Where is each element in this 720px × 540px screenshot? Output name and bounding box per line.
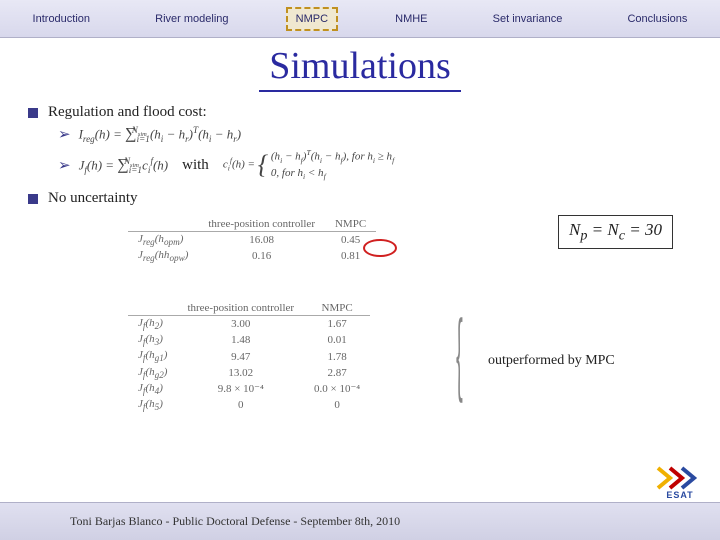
tables-area: three-position controller NMPC Jreg(hopm… bbox=[28, 211, 692, 471]
table-row: Jreg(hopm) 16.08 0.45 bbox=[128, 232, 376, 249]
np-nc-box: Np = Nc = 30 bbox=[558, 215, 673, 249]
col-header: NMPC bbox=[325, 217, 376, 232]
table-jreg: three-position controller NMPC Jreg(hopm… bbox=[128, 217, 376, 264]
cell: 9.8 × 10⁻⁴ bbox=[177, 381, 304, 397]
page-title: Simulations bbox=[259, 44, 461, 92]
bullet-square-icon bbox=[28, 194, 38, 204]
cell: 16.08 bbox=[198, 232, 325, 249]
cell: 0.16 bbox=[198, 248, 325, 264]
cell: 9.47 bbox=[177, 348, 304, 364]
footer-text: Toni Barjas Blanco - Public Doctoral Def… bbox=[70, 514, 400, 529]
logo-chevrons-icon bbox=[656, 466, 704, 490]
cell: 0 bbox=[304, 397, 370, 413]
col-header: NMPC bbox=[304, 301, 370, 316]
bullet-2-text: No uncertainty bbox=[48, 190, 138, 207]
bullet-1: Regulation and flood cost: bbox=[28, 104, 692, 121]
bullet-square-icon bbox=[28, 108, 38, 118]
content: Regulation and flood cost: ➢ Ireg(h) = ∑… bbox=[0, 94, 720, 471]
formula-1-row: ➢ Ireg(h) = ∑i=1Nsim (hi − hr)T(hi − hr) bbox=[28, 125, 692, 144]
arrow-icon: ➢ bbox=[58, 156, 71, 175]
table-row: Jf(h2)3.001.67 bbox=[128, 316, 370, 333]
cell: 13.02 bbox=[177, 365, 304, 381]
nav-river-modeling[interactable]: River modeling bbox=[147, 9, 236, 29]
arrow-icon: ➢ bbox=[58, 125, 71, 144]
brace-icon: ︷ bbox=[442, 315, 465, 405]
col-header: three-position controller bbox=[177, 301, 304, 316]
col-header: three-position controller bbox=[198, 217, 325, 232]
table-jf: three-position controller NMPC Jf(h2)3.0… bbox=[128, 301, 370, 413]
cell: 3.00 bbox=[177, 316, 304, 333]
cell: 0.01 bbox=[304, 332, 370, 348]
table-row: Jreg(hhopw) 0.16 0.81 bbox=[128, 248, 376, 264]
row-label: Jreg(hhopw) bbox=[128, 248, 198, 264]
highlight-circle-icon bbox=[363, 239, 397, 257]
formula-2-left: Jf(h) = ∑i=1Nsim cif(h) bbox=[79, 156, 169, 175]
nav-conclusions[interactable]: Conclusions bbox=[619, 9, 695, 29]
table-row: three-position controller NMPC bbox=[128, 301, 370, 316]
nav-introduction[interactable]: Introduction bbox=[25, 9, 98, 29]
with-label: with bbox=[182, 157, 209, 174]
bullet-2: No uncertainty bbox=[28, 190, 692, 207]
row-label: Jreg(hopm) bbox=[128, 232, 198, 249]
nav-nmpc[interactable]: NMPC bbox=[286, 7, 338, 31]
cell: 2.87 bbox=[304, 365, 370, 381]
bullet-1-text: Regulation and flood cost: bbox=[48, 104, 207, 121]
table-row: Jf(h5)00 bbox=[128, 397, 370, 413]
cell: 1.48 bbox=[177, 332, 304, 348]
table-row: Jf(hg2)13.022.87 bbox=[128, 365, 370, 381]
table-row: Jf(hg1)9.471.78 bbox=[128, 348, 370, 364]
formula-1: Ireg(h) = ∑i=1Nsim (hi − hr)T(hi − hr) bbox=[79, 125, 242, 144]
formula-2-row: ➢ Jf(h) = ∑i=1Nsim cif(h) with cif(h) = … bbox=[28, 148, 692, 182]
table-row: Jf(h4)9.8 × 10⁻⁴0.0 × 10⁻⁴ bbox=[128, 381, 370, 397]
logo-text: ESAT bbox=[656, 490, 704, 500]
cell: 0.0 × 10⁻⁴ bbox=[304, 381, 370, 397]
footer-bar: Toni Barjas Blanco - Public Doctoral Def… bbox=[0, 502, 720, 540]
table-row: Jf(h3)1.480.01 bbox=[128, 332, 370, 348]
cell: 1.67 bbox=[304, 316, 370, 333]
cell: 1.78 bbox=[304, 348, 370, 364]
nav-nmhe[interactable]: NMHE bbox=[387, 9, 435, 29]
formula-2-right: cif(h) = { (hi − hf)T(hi − hf), for hi ≥… bbox=[223, 148, 394, 182]
esat-logo: ESAT bbox=[656, 466, 704, 500]
title-wrap: Simulations bbox=[0, 38, 720, 94]
outperformed-label: outperformed by MPC bbox=[488, 353, 615, 369]
cell: 0 bbox=[177, 397, 304, 413]
nav-bar: Introduction River modeling NMPC NMHE Se… bbox=[0, 0, 720, 38]
nav-set-invariance[interactable]: Set invariance bbox=[485, 9, 571, 29]
table-row: three-position controller NMPC bbox=[128, 217, 376, 232]
